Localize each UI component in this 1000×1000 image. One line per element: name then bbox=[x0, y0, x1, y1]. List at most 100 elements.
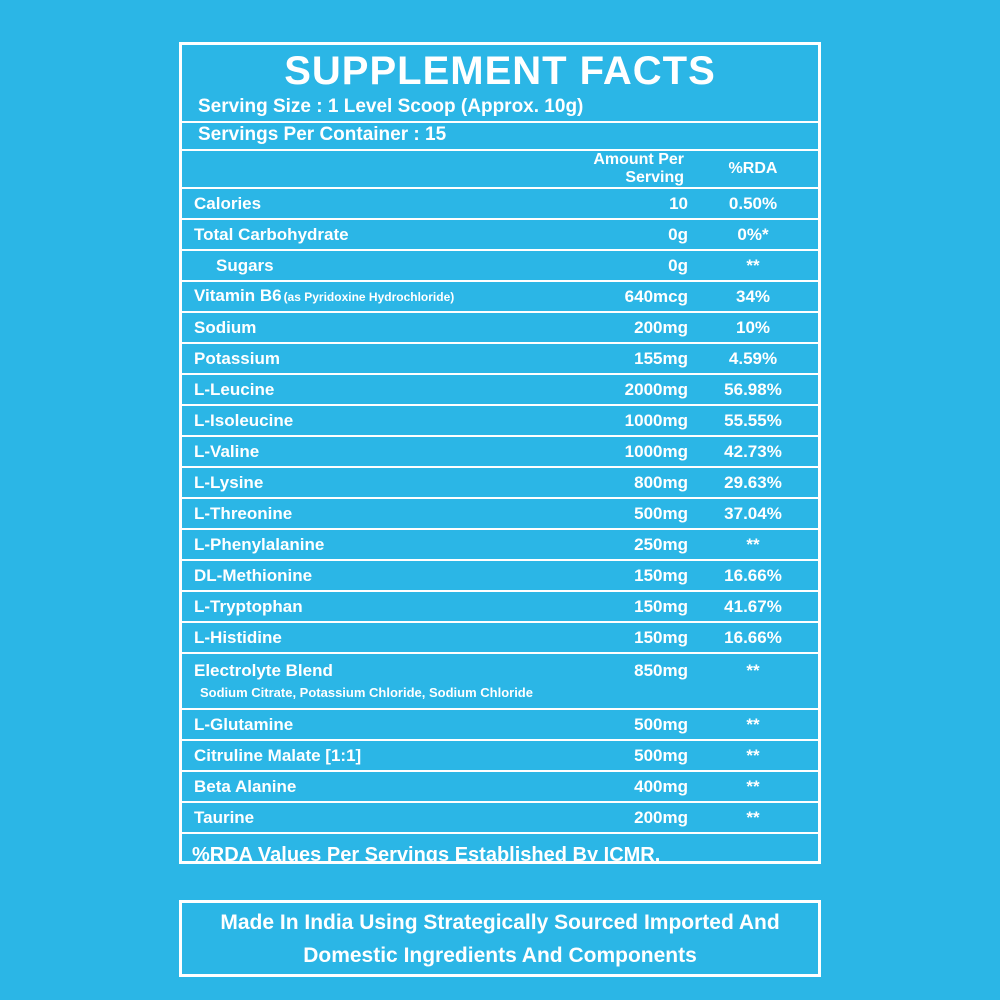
row-name-cell: Total Carbohydrate bbox=[182, 225, 558, 245]
row-name-cell: L-Isoleucine bbox=[182, 411, 558, 431]
nutrient-name: Beta Alanine bbox=[194, 776, 297, 796]
nutrient-name-suffix: (as Pyridoxine Hydrochloride) bbox=[283, 290, 455, 304]
nutrient-name: Potassium bbox=[194, 348, 280, 368]
row-amount: 400mg bbox=[634, 776, 688, 796]
row-rda: 41.67% bbox=[724, 596, 782, 616]
made-in-india-box: Made In India Using Strategically Source… bbox=[179, 900, 821, 977]
table-row: L-Isoleucine 1000mg 55.55% bbox=[182, 406, 818, 437]
row-rda: 16.66% bbox=[724, 627, 782, 647]
facts-table-header: Amount Per Serving %RDA bbox=[182, 151, 818, 189]
nutrient-name: Electrolyte Blend bbox=[194, 661, 333, 680]
row-amount: 200mg bbox=[634, 317, 688, 337]
row-amount: 250mg bbox=[634, 534, 688, 554]
table-row: Calories 10 0.50% bbox=[182, 189, 818, 220]
table-row: L-Threonine 500mg 37.04% bbox=[182, 499, 818, 530]
nutrient-name: L-Threonine bbox=[194, 503, 293, 523]
row-rda: 34% bbox=[735, 286, 771, 306]
row-name-cell: L-Phenylalanine bbox=[182, 535, 558, 555]
panel-title: SUPPLEMENT FACTS bbox=[284, 49, 716, 93]
row-rda: ** bbox=[746, 255, 760, 275]
table-row: Beta Alanine 400mg ** bbox=[182, 772, 818, 803]
row-rda: ** bbox=[746, 807, 760, 827]
nutrient-name: L-Histidine bbox=[194, 627, 282, 647]
row-amount: 800mg bbox=[634, 472, 688, 492]
row-name-cell: L-Tryptophan bbox=[182, 597, 558, 617]
row-name-cell: Electrolyte Blend Sodium Citrate, Potass… bbox=[182, 661, 558, 708]
nutrient-name: L-Lysine bbox=[194, 472, 264, 492]
supplement-facts-panel: SUPPLEMENT FACTS Serving Size : 1 Level … bbox=[179, 42, 821, 864]
footer-line: Domestic Ingredients And Components bbox=[303, 943, 697, 967]
row-rda: ** bbox=[746, 534, 760, 554]
row-name-cell: DL-Methionine bbox=[182, 566, 558, 586]
row-rda: 55.55% bbox=[724, 410, 782, 430]
row-name-cell: Calories bbox=[182, 194, 558, 214]
row-rda: 10% bbox=[735, 317, 771, 337]
nutrient-name: Sugars bbox=[216, 255, 274, 275]
row-rda: 0.50% bbox=[728, 193, 778, 213]
nutrient-name: L-Glutamine bbox=[194, 714, 294, 734]
table-row: Sugars 0g ** bbox=[182, 251, 818, 282]
nutrient-name: Calories bbox=[194, 193, 262, 213]
row-rda: ** bbox=[746, 714, 760, 734]
row-amount: 850mg bbox=[634, 661, 688, 680]
row-amount: 150mg bbox=[634, 627, 688, 647]
row-amount: 500mg bbox=[634, 745, 688, 765]
row-name-cell: Sodium bbox=[182, 318, 558, 338]
nutrient-name: Citruline Malate [1:1] bbox=[194, 745, 362, 765]
row-amount: 0g bbox=[668, 224, 688, 244]
table-row: L-Valine 1000mg 42.73% bbox=[182, 437, 818, 468]
serving-size-line: Serving Size : 1 Level Scoop (Approx. 10… bbox=[182, 95, 818, 123]
nutrient-name: Total Carbohydrate bbox=[194, 224, 349, 244]
table-row: Citruline Malate [1:1] 500mg ** bbox=[182, 741, 818, 772]
row-rda: ** bbox=[746, 661, 760, 680]
nutrient-name: L-Leucine bbox=[194, 379, 275, 399]
footer-line: Made In India Using Strategically Source… bbox=[220, 910, 780, 934]
row-name-cell: Beta Alanine bbox=[182, 777, 558, 797]
row-rda: 37.04% bbox=[724, 503, 782, 523]
table-row: L-Histidine 150mg 16.66% bbox=[182, 623, 818, 654]
table-row: Electrolyte Blend Sodium Citrate, Potass… bbox=[182, 654, 818, 710]
nutrient-name: Taurine bbox=[194, 807, 255, 827]
nutrient-name: DL-Methionine bbox=[194, 565, 313, 585]
row-amount: 2000mg bbox=[624, 379, 688, 399]
nutrient-sub-ingredients: Sodium Citrate, Potassium Chloride, Sodi… bbox=[200, 685, 533, 700]
facts-table-body: Calories 10 0.50% Total Carbohydrate 0g … bbox=[182, 189, 818, 834]
row-rda: 4.59% bbox=[728, 348, 778, 368]
row-name-cell: Sugars bbox=[182, 256, 558, 276]
row-rda: ** bbox=[746, 776, 760, 796]
nutrient-name: L-Tryptophan bbox=[194, 596, 303, 616]
table-row: Total Carbohydrate 0g 0%* bbox=[182, 220, 818, 251]
row-name-cell: Citruline Malate [1:1] bbox=[182, 746, 558, 766]
row-amount: 10 bbox=[669, 193, 688, 213]
table-row: L-Lysine 800mg 29.63% bbox=[182, 468, 818, 499]
row-name-cell: L-Lysine bbox=[182, 473, 558, 493]
note-line: %RDA Values Per Servings Established By … bbox=[192, 844, 661, 864]
row-rda: ** bbox=[746, 745, 760, 765]
row-name-cell: Vitamin B6 (as Pyridoxine Hydrochloride) bbox=[182, 286, 558, 307]
row-name-cell: L-Leucine bbox=[182, 380, 558, 400]
nutrient-name: L-Isoleucine bbox=[194, 410, 294, 430]
row-rda: 29.63% bbox=[724, 472, 782, 492]
table-row: L-Glutamine 500mg ** bbox=[182, 710, 818, 741]
table-row: Sodium 200mg 10% bbox=[182, 313, 818, 344]
row-amount: 155mg bbox=[634, 348, 688, 368]
row-amount: 0g bbox=[668, 255, 688, 275]
servings-per-container-line: Servings Per Container : 15 bbox=[182, 123, 818, 151]
row-name-cell: L-Threonine bbox=[182, 504, 558, 524]
table-row: Vitamin B6 (as Pyridoxine Hydrochloride) … bbox=[182, 282, 818, 313]
row-amount: 640mcg bbox=[624, 286, 688, 306]
table-row: DL-Methionine 150mg 16.66% bbox=[182, 561, 818, 592]
row-name-cell: Potassium bbox=[182, 349, 558, 369]
table-row: L-Leucine 2000mg 56.98% bbox=[182, 375, 818, 406]
row-amount: 1000mg bbox=[624, 410, 688, 430]
row-amount: 1000mg bbox=[624, 441, 688, 461]
row-amount: 200mg bbox=[634, 807, 688, 827]
nutrient-name: Sodium bbox=[194, 317, 257, 337]
row-name-cell: L-Valine bbox=[182, 442, 558, 462]
row-rda: 56.98% bbox=[724, 379, 782, 399]
amount-per-serving-header: Amount Per Serving bbox=[593, 151, 684, 186]
row-rda: 42.73% bbox=[724, 441, 782, 461]
row-amount: 150mg bbox=[634, 596, 688, 616]
row-amount: 500mg bbox=[634, 503, 688, 523]
row-rda: 16.66% bbox=[724, 565, 782, 585]
